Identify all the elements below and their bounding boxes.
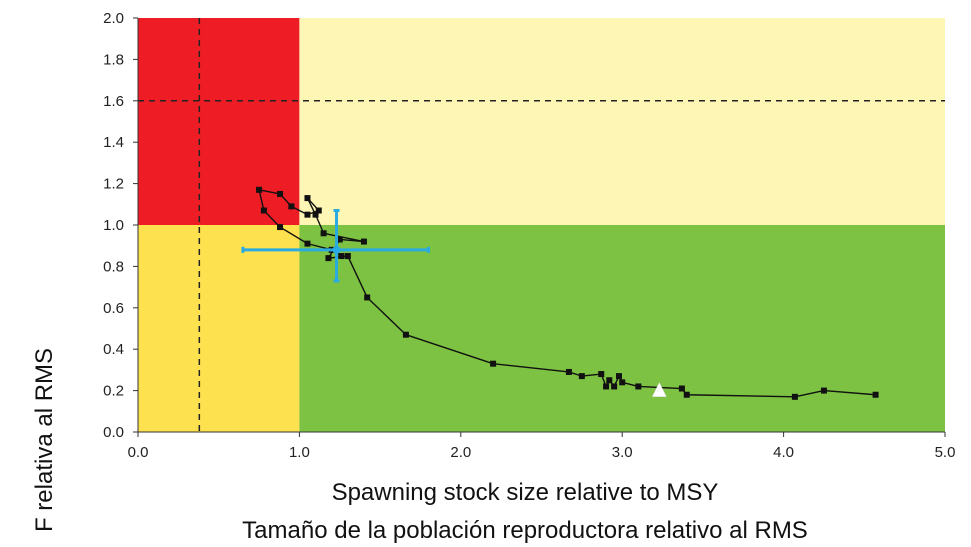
data-point [315, 207, 322, 214]
data-point [336, 236, 343, 243]
data-point [606, 377, 613, 384]
tick-labels: 0.0 1.0 2.0 3.0 4.0 5.0 0.0 0.2 0.4 0.6 0.8 1.0 1.2 1… [103, 10, 955, 461]
zone-overfished [138, 225, 300, 432]
current-estimate [241, 209, 431, 283]
data-point [325, 255, 332, 262]
data-point [364, 294, 371, 301]
zone-overfished-overfishing [138, 18, 300, 225]
y-tick-label: 0.4 [103, 341, 124, 358]
data-point [320, 230, 327, 237]
y-tick-label: 1.2 [103, 176, 124, 193]
data-point [678, 385, 685, 392]
data-point [565, 368, 572, 375]
series-trajectory [256, 186, 879, 400]
data-point [344, 253, 351, 260]
data-point [260, 207, 267, 214]
y-axis-label: F relativa al RMS [31, 348, 58, 532]
data-point [598, 371, 605, 378]
zone-healthy [299, 225, 945, 432]
triangle-marker [651, 382, 667, 397]
x-tick-label: 3.0 [612, 444, 633, 461]
x-tick-label: 5.0 [935, 444, 956, 461]
data-point [277, 190, 284, 197]
data-point [615, 373, 622, 380]
x-tick-label: 4.0 [773, 444, 794, 461]
data-point [611, 383, 618, 390]
x-tick-label: 0.0 [128, 444, 149, 461]
data-point [277, 224, 284, 231]
data-point [256, 186, 263, 193]
data-point [312, 211, 319, 218]
y-tick-label: 0.6 [103, 300, 124, 317]
data-point [683, 391, 690, 398]
data-point [304, 195, 311, 202]
data-point [304, 240, 311, 247]
y-tick-label: 1.8 [103, 51, 124, 68]
reference-lines [138, 18, 945, 432]
data-point [360, 238, 367, 245]
series-line [258, 189, 876, 398]
data-point [619, 379, 626, 386]
data-point [578, 373, 585, 380]
y-tick-label: 1.6 [103, 93, 124, 110]
data-point [490, 360, 497, 367]
data-point [635, 383, 642, 390]
zone-overfishing [299, 18, 945, 225]
data-point [791, 393, 798, 400]
x-axis-label-spanish: Tamaño de la población reproductora rela… [242, 517, 808, 544]
data-point [872, 391, 879, 398]
y-tick-label: 0.0 [103, 424, 124, 441]
data-point [304, 211, 311, 218]
plot-zones [138, 18, 945, 432]
y-tick-label: 2.0 [103, 10, 124, 27]
y-tick-label: 1.4 [103, 134, 124, 151]
data-point [338, 253, 345, 260]
y-tick-label: 0.8 [103, 258, 124, 275]
estimate-point [332, 245, 341, 254]
x-tick-label: 1.0 [289, 444, 310, 461]
data-point [288, 203, 295, 210]
data-point [402, 331, 409, 338]
axes [133, 17, 946, 437]
data-point [820, 387, 827, 394]
y-tick-label: 1.0 [103, 217, 124, 234]
x-tick-label: 2.0 [450, 444, 471, 461]
y-tick-label: 0.2 [103, 383, 124, 400]
data-point [603, 383, 610, 390]
x-axis-label: Spawning stock size relative to MSY [332, 479, 719, 506]
